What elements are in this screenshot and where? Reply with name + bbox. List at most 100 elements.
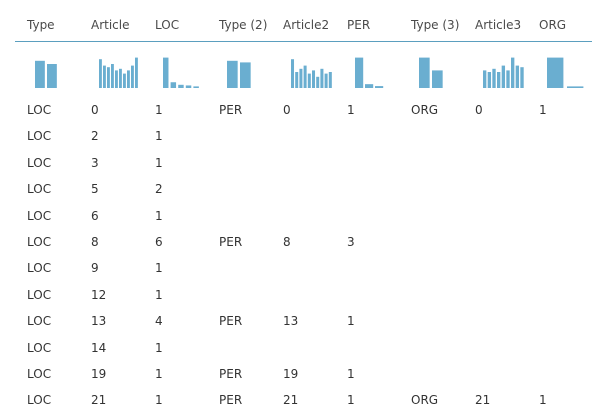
table-cell: LOC: [27, 129, 52, 144]
histogram-7-bar-6: [511, 57, 515, 88]
table-cell: 3: [347, 235, 355, 249]
column-header-2[interactable]: LOC: [155, 18, 180, 32]
histogram-7-bar-2: [492, 68, 496, 88]
table-cell: LOC: [27, 287, 52, 302]
table-cell: 1: [155, 393, 163, 408]
table-cell: 14: [91, 340, 107, 355]
histogram-1-bar-1: [103, 65, 106, 88]
histogram-7: [483, 57, 524, 88]
table-cell: LOC: [27, 155, 52, 170]
table-cell: 1: [155, 340, 163, 355]
table-cell: 19: [283, 367, 299, 381]
column-header-5[interactable]: PER: [347, 18, 371, 32]
table-header-row: Type Article LOC Type (2) Article2 PER Type (3…: [0, 0, 599, 42]
histogram-6-bar-1: [432, 70, 443, 88]
table-cell: 6: [155, 235, 163, 249]
table-cell: PER: [219, 103, 243, 117]
histogram-5: [355, 57, 384, 88]
histogram-5-bar-1: [365, 84, 374, 88]
histogram-4-bar-5: [312, 70, 316, 88]
table-cell: PER: [219, 393, 243, 408]
table-cell: LOC: [27, 208, 52, 223]
header-divider: [15, 41, 592, 42]
column-header-7[interactable]: Article3: [475, 18, 522, 32]
histogram-4-bar-9: [328, 72, 332, 88]
table-cell: LOC: [27, 182, 52, 197]
histogram-1-bar-6: [123, 73, 126, 88]
histogram-1: [99, 57, 138, 88]
histogram-1-bar-9: [135, 57, 138, 88]
column-header-0[interactable]: Type: [27, 18, 55, 32]
histogram-7-bar-5: [506, 70, 510, 88]
table-cell: 4: [155, 314, 163, 329]
histogram-4-bar-6: [316, 76, 320, 88]
table-cell: PER: [219, 235, 243, 249]
table-cell: 19: [91, 367, 107, 381]
table-cell: 1: [539, 393, 547, 408]
table-cell: 1: [347, 393, 355, 408]
table-cell: 1: [347, 367, 355, 381]
column-header-8[interactable]: ORG: [539, 18, 567, 32]
histogram-1-bar-7: [127, 70, 130, 88]
histogram-0-bar-1: [47, 64, 57, 88]
histogram-7-bar-7: [515, 65, 520, 88]
table-cell: 1: [155, 287, 163, 302]
histogram-4: [291, 59, 332, 88]
table-cell: 21: [475, 393, 491, 408]
table-cell: 21: [283, 393, 299, 408]
table-cell: 5: [91, 182, 99, 197]
histogram-7-bar-4: [501, 65, 506, 88]
table-cell: 6: [91, 208, 99, 223]
table-cell: 13: [91, 314, 107, 329]
histogram-1-bar-8: [131, 65, 134, 88]
histogram-4-bar-1: [295, 72, 299, 88]
histogram-0-bar-0: [35, 60, 45, 88]
table-cell: ORG: [411, 103, 439, 117]
histogram-4-bar-8: [324, 73, 328, 88]
table-cell: LOC: [27, 261, 52, 276]
histogram-2-bar-0: [163, 57, 169, 88]
table-cell: 1: [155, 155, 163, 170]
column-header-1[interactable]: Article: [91, 18, 130, 32]
histogram-1-bar-4: [115, 70, 118, 88]
column-header-6[interactable]: Type (3): [411, 18, 460, 32]
table-cell: LOC: [27, 235, 52, 249]
table-cell: 9: [91, 261, 99, 276]
histogram-4-bar-0: [291, 59, 295, 88]
histogram-7-bar-1: [487, 72, 492, 88]
histogram-6: [419, 57, 443, 88]
table-cell: 3: [91, 155, 99, 170]
table-cell: LOC: [27, 340, 52, 355]
histogram-2-bar-2: [178, 84, 184, 88]
table-cell: 0: [283, 103, 291, 117]
table-cell: 1: [539, 103, 547, 117]
histogram-7-bar-8: [520, 67, 524, 88]
table-cell: 2: [91, 129, 99, 144]
histogram-1-bar-5: [119, 68, 122, 88]
table-cell: PER: [219, 367, 243, 381]
histogram-4-bar-2: [299, 68, 303, 88]
table-cell: 1: [155, 208, 163, 223]
table-cell: 1: [347, 314, 355, 329]
column-header-4[interactable]: Article2: [283, 18, 330, 32]
table-cell: 13: [283, 314, 299, 329]
histogram-2-bar-1: [170, 82, 177, 88]
column-header-3[interactable]: Type (2): [219, 18, 268, 32]
histogram-8-bar-0: [547, 57, 564, 88]
histogram-1-bar-3: [111, 64, 114, 88]
histogram-8-bar-1: [567, 86, 584, 88]
histogram-4-bar-7: [320, 68, 324, 88]
table-cell: 0: [91, 103, 99, 117]
histogram-3: [227, 60, 251, 88]
histogram-3-bar-0: [227, 60, 238, 88]
table-cell: 2: [155, 182, 163, 197]
histogram-4-bar-4: [307, 73, 311, 88]
histogram-5-bar-0: [355, 57, 364, 88]
histogram-1-bar-2: [107, 67, 110, 88]
table-cell: 21: [91, 393, 107, 408]
histogram-2: [163, 57, 199, 88]
histogram-5-bar-2: [375, 86, 384, 88]
histogram-2-bar-4: [193, 86, 199, 88]
histogram-2-bar-3: [185, 85, 192, 88]
table-cell: 8: [283, 235, 291, 249]
